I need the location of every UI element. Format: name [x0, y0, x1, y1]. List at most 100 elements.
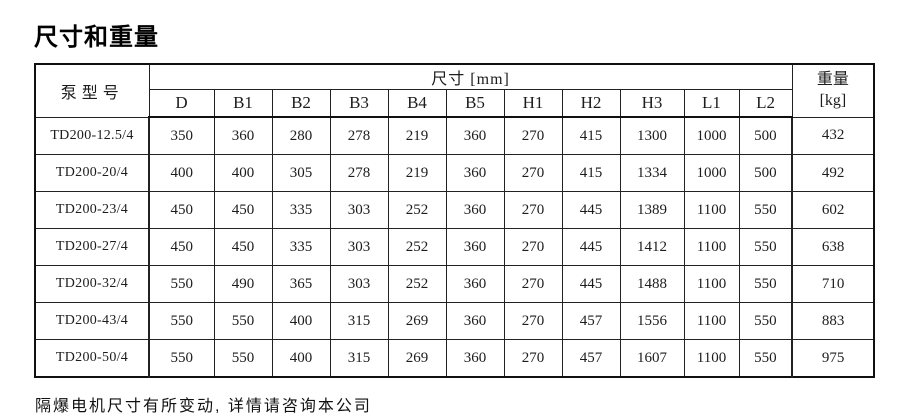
dimension-value-cell: 350 [148, 116, 215, 155]
table-row: TD200-50/4 550 550 400 315 269 360 270 457 1607 11… [34, 339, 875, 378]
dimension-value-cell: 360 [445, 302, 505, 340]
dimension-value-cell: 365 [271, 265, 331, 303]
dimension-value-cell: 252 [387, 265, 447, 303]
dimension-value-cell: 360 [445, 265, 505, 303]
dimension-value-cell: 450 [213, 191, 273, 229]
dimension-value-cell: 252 [387, 228, 447, 266]
table-row: TD200-43/4 550 550 400 315 269 360 270 457 1556 11… [34, 302, 875, 340]
dimension-value-cell: 550 [213, 302, 273, 340]
dimension-value-cell: 270 [503, 191, 563, 229]
col-header-b3: B3 [329, 89, 389, 118]
weight-value-cell: 883 [791, 302, 875, 340]
dimension-value-cell: 360 [445, 191, 505, 229]
col-header-b2: B2 [271, 89, 331, 118]
dimension-value-cell: 445 [561, 228, 621, 266]
dimension-value-cell: 550 [148, 339, 215, 378]
weight-value-cell: 602 [791, 191, 875, 229]
col-header-l2: L2 [738, 89, 793, 118]
dimension-value-cell: 360 [445, 154, 505, 192]
dimension-value-cell: 303 [329, 191, 389, 229]
dimension-value-cell: 335 [271, 228, 331, 266]
header-row-top: 泵型号 尺寸 [mm] 重量 [kg] [34, 63, 875, 118]
col-header-weight-kg: 重量 [kg] [791, 63, 875, 118]
dimension-value-cell: 360 [445, 116, 505, 155]
dimension-value-cell: 415 [561, 116, 621, 155]
table-row: TD200-20/4 400 400 305 278 219 360 270 415 1334 10… [34, 154, 875, 192]
dimension-value-cell: 450 [148, 191, 215, 229]
dimension-value-cell: 1300 [619, 116, 685, 155]
dimension-value-cell: 445 [561, 265, 621, 303]
dimension-value-cell: 550 [738, 302, 793, 340]
dimension-value-cell: 500 [738, 154, 793, 192]
dimension-value-cell: 280 [271, 116, 331, 155]
footnote: 隔爆电机尺寸有所变动, 详情请咨询本公司 [35, 398, 372, 415]
weight-value-cell: 710 [791, 265, 875, 303]
dimension-value-cell: 1488 [619, 265, 685, 303]
weight-value-cell: 492 [791, 154, 875, 192]
dimension-value-cell: 550 [148, 302, 215, 340]
table-row: TD200-12.5/4 350 360 280 278 219 360 270 415 1300… [34, 116, 875, 155]
pump-model-cell: TD200-32/4 [34, 265, 150, 303]
header-row-dimension-letters: D B1 B2 B3 B4 B5 H1 H2 H3 L1 L2 [35, 89, 874, 118]
col-header-pump-model: 泵型号 [34, 63, 150, 118]
dimension-value-cell: 400 [271, 339, 331, 378]
dimension-value-cell: 1389 [619, 191, 685, 229]
dimension-value-cell: 450 [213, 228, 273, 266]
dimension-value-cell: 252 [387, 191, 447, 229]
dimension-value-cell: 490 [213, 265, 273, 303]
dimension-value-cell: 550 [738, 265, 793, 303]
dimension-value-cell: 270 [503, 339, 563, 378]
dimension-value-cell: 360 [445, 339, 505, 378]
dimension-value-cell: 270 [503, 228, 563, 266]
dimension-value-cell: 457 [561, 339, 621, 378]
col-header-h2: H2 [561, 89, 621, 118]
pump-model-cell: TD200-12.5/4 [34, 116, 150, 155]
dimension-value-cell: 219 [387, 116, 447, 155]
col-header-d: D [148, 89, 215, 118]
dimension-value-cell: 550 [738, 228, 793, 266]
dimension-value-cell: 550 [148, 265, 215, 303]
col-header-h3: H3 [619, 89, 685, 118]
dimension-value-cell: 400 [148, 154, 215, 192]
weight-label-line2: [kg] [819, 91, 847, 109]
dimension-value-cell: 360 [213, 116, 273, 155]
dimension-value-cell: 500 [738, 116, 793, 155]
col-header-l1: L1 [683, 89, 740, 118]
dimension-value-cell: 1000 [683, 154, 740, 192]
dimension-value-cell: 1412 [619, 228, 685, 266]
weight-value-cell: 432 [791, 116, 875, 155]
dimension-value-cell: 269 [387, 302, 447, 340]
pump-model-cell: TD200-27/4 [34, 228, 150, 266]
pump-model-cell: TD200-20/4 [34, 154, 150, 192]
dimension-value-cell: 1334 [619, 154, 685, 192]
dimension-value-cell: 457 [561, 302, 621, 340]
dimension-value-cell: 303 [329, 228, 389, 266]
dimension-value-cell: 1100 [683, 228, 740, 266]
dimension-value-cell: 335 [271, 191, 331, 229]
pump-model-cell: TD200-50/4 [34, 339, 150, 378]
table-row: TD200-32/4 550 490 365 303 252 360 270 445 1488 11… [34, 265, 875, 303]
table-row: TD200-23/4 450 450 335 303 252 360 270 445 1389 11… [34, 191, 875, 229]
dimension-value-cell: 415 [561, 154, 621, 192]
dimension-value-cell: 1100 [683, 302, 740, 340]
dimension-value-cell: 270 [503, 154, 563, 192]
dimension-value-cell: 278 [329, 116, 389, 155]
dimension-value-cell: 270 [503, 265, 563, 303]
dimension-value-cell: 219 [387, 154, 447, 192]
dimension-value-cell: 1100 [683, 191, 740, 229]
weight-value-cell: 638 [791, 228, 875, 266]
dimension-value-cell: 315 [329, 339, 389, 378]
col-header-b4: B4 [387, 89, 447, 118]
pump-model-cell: TD200-23/4 [34, 191, 150, 229]
dimensions-weight-table: 泵型号 尺寸 [mm] 重量 [kg] D B1 B2 B3 B4 B5 H1 H2 H3 L1 L… [34, 63, 876, 378]
col-header-h1: H1 [503, 89, 563, 118]
dimension-value-cell: 400 [213, 154, 273, 192]
dimension-value-cell: 550 [213, 339, 273, 378]
dimension-value-cell: 450 [148, 228, 215, 266]
dimension-value-cell: 303 [329, 265, 389, 303]
weight-value-cell: 975 [791, 339, 875, 378]
col-header-b1: B1 [213, 89, 273, 118]
dimension-value-cell: 1556 [619, 302, 685, 340]
weight-label-line1: 重量 [816, 70, 849, 88]
